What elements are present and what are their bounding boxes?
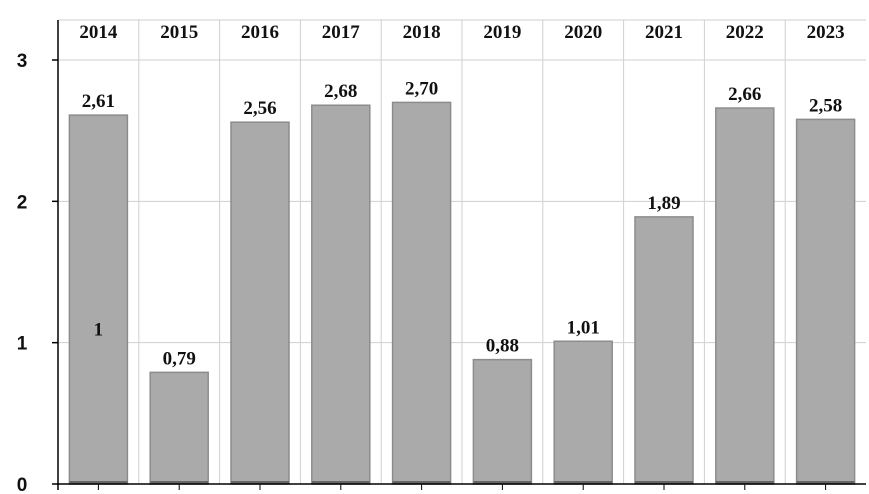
data-label: 0,88	[486, 336, 519, 357]
category-label: 2019	[483, 22, 521, 43]
bar-2015	[149, 371, 209, 485]
bar-base-2017	[311, 481, 370, 484]
bar-base-2020	[554, 481, 613, 484]
category-label: 2014	[79, 22, 118, 43]
category-label: 2020	[564, 22, 602, 43]
category-label: 2021	[645, 22, 683, 43]
bar-2014	[68, 114, 129, 485]
y-tick-label: 0	[17, 475, 28, 494]
bar-2018	[391, 101, 452, 485]
bars	[68, 101, 856, 485]
bar-2021	[634, 216, 694, 485]
data-label: 0,79	[163, 348, 196, 369]
category-label: 2016	[241, 22, 279, 43]
bar-2020	[553, 340, 613, 485]
y-tick-label: 1	[17, 334, 28, 355]
data-label: 1,89	[647, 193, 680, 214]
annotation-label: 1	[94, 320, 104, 341]
data-label: 2,66	[728, 84, 761, 105]
bar-base-2021	[635, 481, 693, 484]
bar-2023	[795, 118, 856, 485]
y-axis: 0 1 2 3	[17, 20, 866, 494]
category-label: 2018	[403, 22, 441, 43]
data-labels: 2,61 0,79 2,56 2,68 2,70 0,88 1,01 1,89 2,66 2,58	[82, 78, 842, 369]
bar-base-2014	[69, 481, 128, 484]
bar-base-2022	[715, 481, 774, 484]
category-label: 2015	[160, 22, 198, 43]
bar-2019	[472, 358, 533, 485]
data-label: 2,70	[405, 78, 438, 99]
category-label: 2022	[726, 22, 764, 43]
bar-base-2018	[392, 481, 451, 484]
data-label: 1,01	[567, 317, 600, 338]
category-labels: 2014 2015 2016 2017 2018 2019 2020 2021 2022 2023	[79, 22, 844, 43]
y-tick-label: 3	[17, 51, 28, 72]
category-label: 2023	[807, 22, 845, 43]
bar-base-2015	[150, 481, 209, 484]
bar-base-2019	[473, 481, 532, 484]
bar-base-2023	[796, 481, 855, 484]
bar-base-2016	[231, 481, 289, 484]
gridlines	[58, 19, 866, 490]
data-label: 2,68	[324, 81, 357, 102]
bar-2022	[715, 107, 775, 485]
bar-2017	[311, 104, 371, 485]
bar-2016	[230, 121, 290, 485]
y-tick-label: 2	[17, 192, 28, 213]
data-label: 2,61	[82, 91, 115, 112]
data-label: 2,58	[809, 95, 842, 116]
data-label: 2,56	[243, 98, 276, 119]
category-label: 2017	[322, 22, 361, 43]
